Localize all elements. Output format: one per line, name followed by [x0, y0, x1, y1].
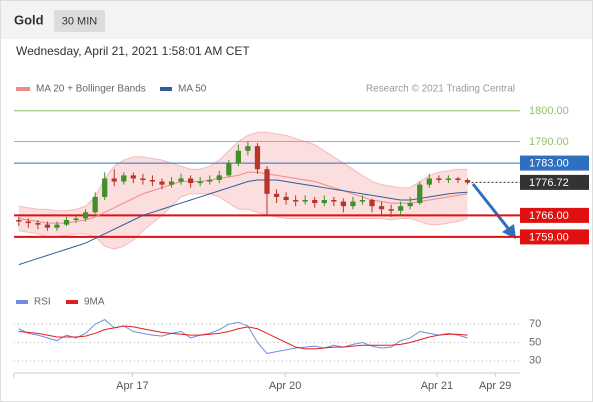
candle-body	[293, 200, 299, 202]
level-label-box	[520, 174, 589, 190]
candle-body	[455, 178, 461, 180]
ma-line	[18, 171, 468, 224]
y-tick-label: 30	[529, 355, 541, 367]
legend-swatch	[66, 300, 78, 304]
level-label: 1790.00	[529, 136, 569, 148]
candle-body	[417, 184, 423, 204]
interval-label[interactable]: 30 MIN	[62, 15, 98, 27]
ma-line	[18, 179, 468, 266]
candle-body	[111, 178, 117, 182]
candle-body	[369, 200, 375, 207]
x-tick-label: Apr 21	[421, 380, 453, 392]
candle-body	[388, 209, 394, 211]
candle-body	[340, 201, 347, 207]
candle-body	[102, 178, 108, 197]
bollinger-band	[18, 132, 468, 250]
candle-body	[302, 200, 308, 202]
candle-body	[140, 178, 146, 180]
candle-body	[350, 201, 356, 207]
candle-body	[235, 150, 241, 164]
legend-label: MA 50	[178, 84, 207, 95]
indicator-line	[18, 318, 468, 355]
x-tick-label: Apr 29	[479, 380, 511, 392]
level-label-box	[520, 229, 589, 245]
candle-body	[25, 221, 31, 224]
candle-body	[82, 212, 89, 219]
candle-body	[216, 175, 222, 180]
x-tick-label: Apr 17	[116, 380, 148, 392]
candle-body	[187, 178, 194, 184]
y-tick-label: 50	[529, 336, 541, 348]
candle-body	[130, 175, 136, 179]
level-label: 1776.72	[529, 177, 569, 189]
x-tick-label: Apr 20	[269, 380, 301, 392]
forecast-arrowhead	[502, 224, 516, 239]
y-tick-label: 70	[529, 318, 541, 330]
candle-body	[178, 178, 184, 182]
candle-body	[73, 218, 79, 220]
candle-body	[149, 180, 156, 182]
candle-body	[359, 200, 366, 202]
legend-label: MA 20 + Bollinger Bands	[36, 84, 146, 95]
candle-body	[197, 181, 203, 184]
legend-label: RSI	[34, 297, 51, 308]
candle-body	[168, 181, 175, 185]
candle-body	[54, 224, 60, 228]
candle-body	[245, 146, 251, 151]
indicator-line	[18, 325, 468, 350]
candle-body	[207, 180, 213, 182]
legend-label: 9MA	[84, 297, 105, 308]
forecast-arrow	[471, 183, 513, 233]
level-label: 1759.00	[529, 231, 569, 243]
candle-body	[436, 178, 442, 180]
candle-body	[445, 178, 452, 180]
candle-body	[331, 200, 337, 202]
timestamp: Wednesday, April 21, 2021 1:58:01 AM CET	[16, 44, 250, 58]
candle-body	[398, 206, 404, 211]
candle-body	[312, 200, 318, 204]
candle-body	[35, 223, 41, 225]
candle-body	[378, 206, 385, 210]
candle-body	[159, 181, 165, 185]
candle-body	[264, 169, 270, 194]
level-label: 1783.00	[529, 157, 569, 169]
level-label: 1766.00	[529, 210, 569, 222]
legend-swatch	[16, 300, 28, 304]
candle-body	[121, 175, 127, 182]
candle-body	[283, 196, 289, 200]
candle-body	[426, 178, 432, 185]
level-label: 1800.00	[529, 105, 569, 117]
candle-body	[273, 193, 280, 197]
level-label-box	[520, 155, 589, 171]
candle-body	[44, 224, 51, 228]
candle-body	[254, 146, 261, 170]
legend-swatch	[160, 87, 172, 91]
legend-swatch	[16, 87, 30, 91]
candle-body	[407, 203, 413, 207]
candle-body	[464, 180, 471, 183]
instrument-title: Gold	[14, 12, 44, 27]
credit: Research © 2021 Trading Central	[366, 84, 515, 95]
level-label-box	[520, 207, 589, 223]
candle-body	[16, 220, 22, 222]
interval-button[interactable]	[54, 10, 105, 32]
candle-body	[92, 196, 98, 213]
candle-body	[226, 163, 232, 176]
candle-body	[321, 200, 327, 204]
candle-body	[63, 220, 70, 225]
